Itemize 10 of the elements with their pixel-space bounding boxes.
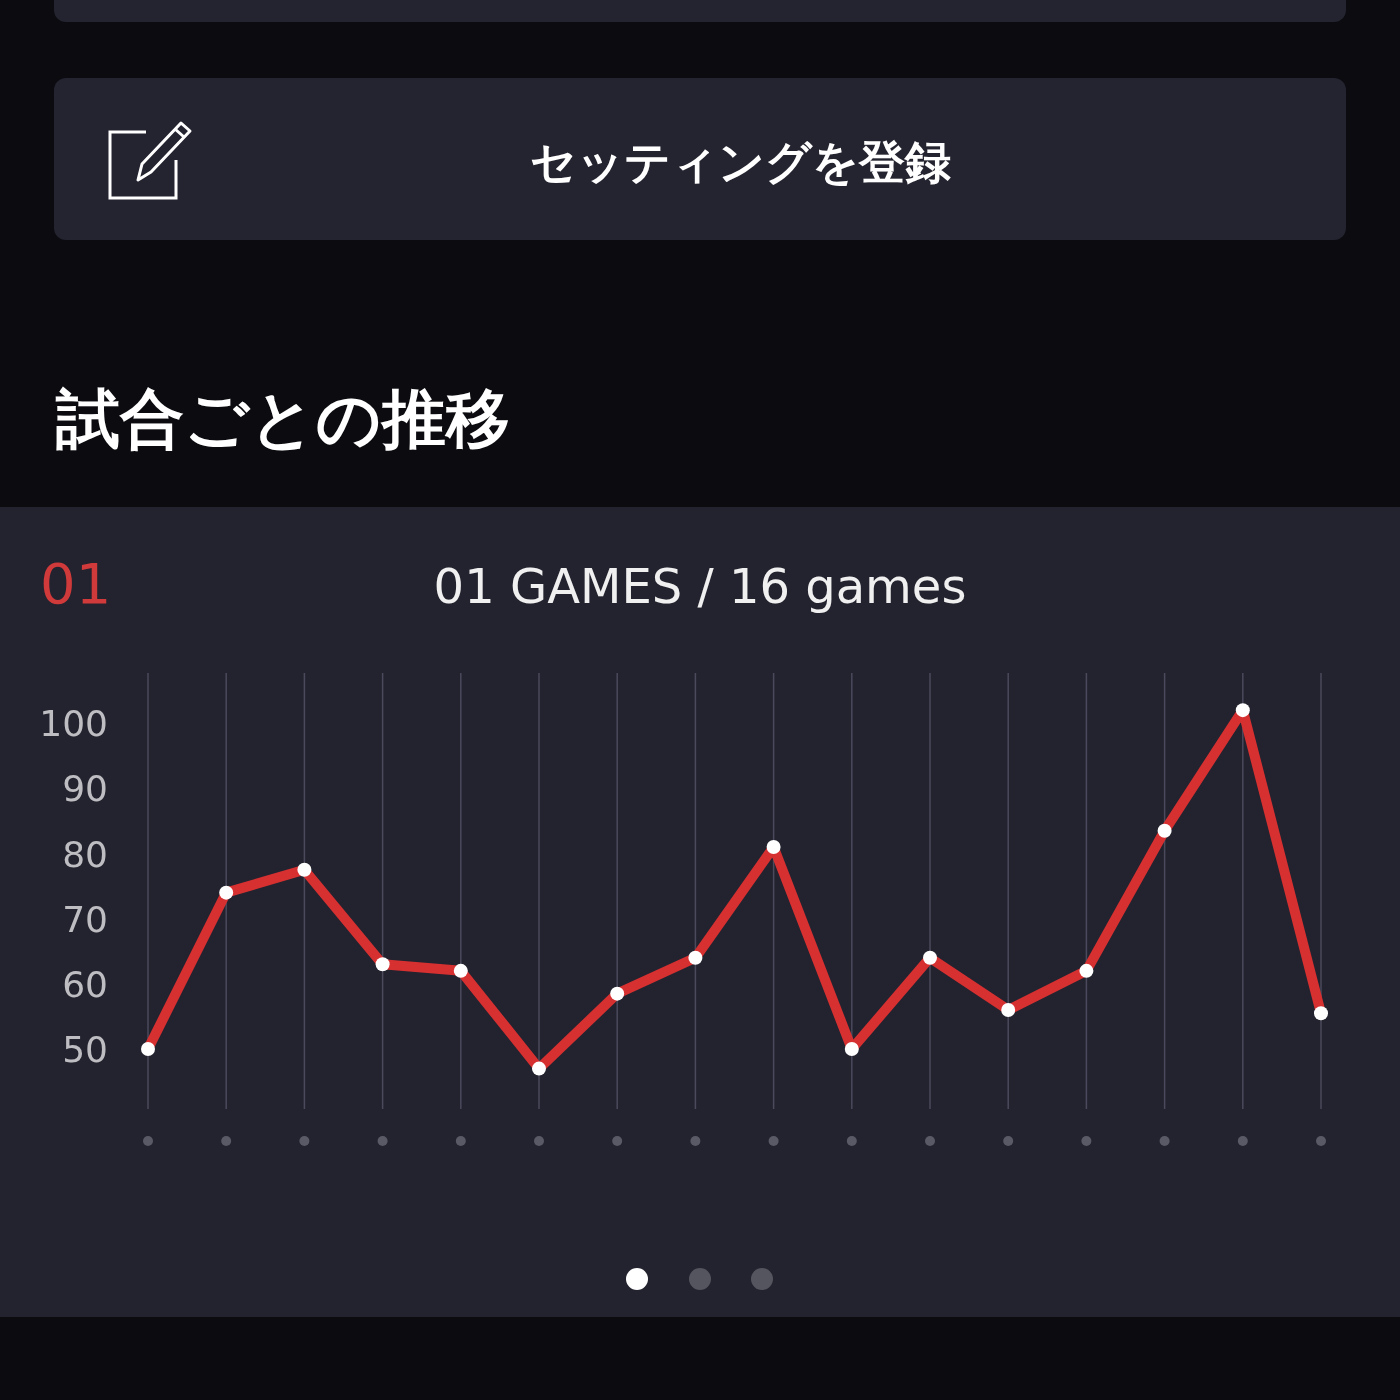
label: 01	[40, 551, 112, 616]
y-tick-label: 100	[39, 703, 108, 745]
y-tick-label: 60	[62, 963, 108, 1005]
y-tick-label: 50	[62, 1029, 108, 1071]
y-tick-label: 90	[62, 768, 108, 810]
button: セッティングを登録	[54, 78, 1346, 240]
chart-title: 試合ごとの推移	[55, 382, 510, 456]
y-tick-label: 80	[62, 833, 108, 875]
chart-subtitle: 01 GAMES / 16 games	[433, 558, 967, 614]
y-tick-label: 70	[62, 898, 108, 940]
